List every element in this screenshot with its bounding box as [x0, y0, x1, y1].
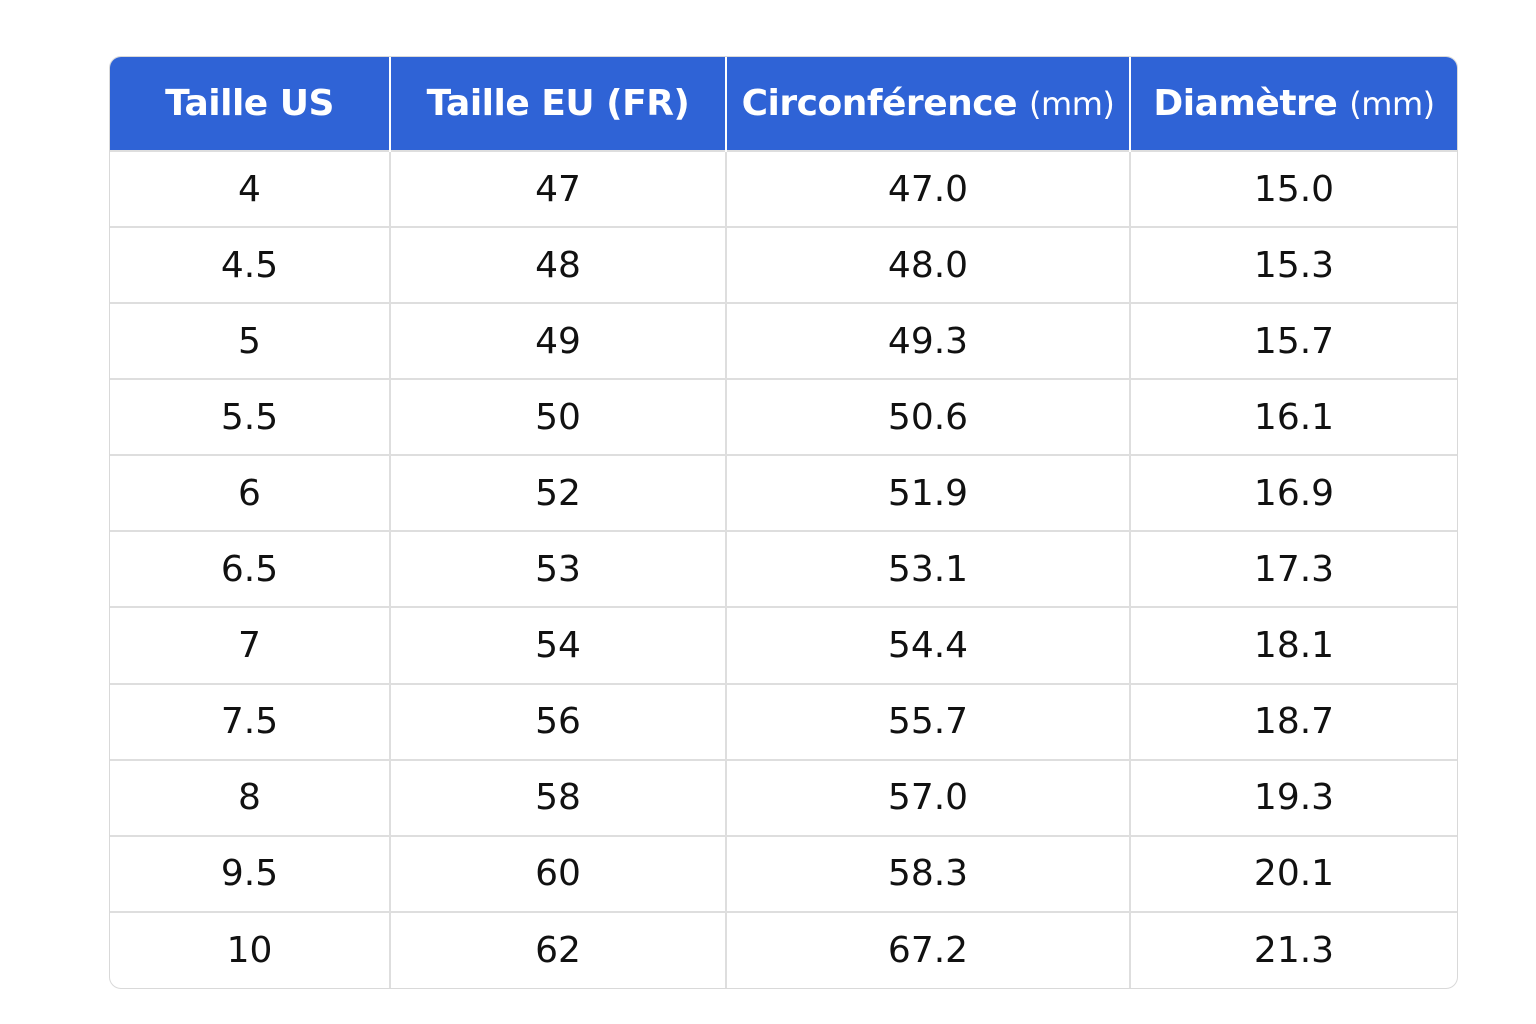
table-row: 4.5 48 48.0 15.3	[110, 226, 1457, 304]
cell-circumference: 50.6	[726, 378, 1131, 456]
header-us-size-label: Taille US	[165, 83, 334, 124]
cell-diameter: 17.3	[1130, 530, 1457, 608]
header-row: Taille US Taille EU (FR) Circonférence (…	[110, 57, 1457, 151]
cell-circumference: 57.0	[726, 758, 1131, 836]
cell-us-size: 10	[110, 910, 391, 988]
cell-eu-size: 54	[390, 606, 727, 684]
table-header: Taille US Taille EU (FR) Circonférence (…	[110, 57, 1457, 151]
cell-us-size: 5	[110, 302, 391, 380]
header-diameter-label: Diamètre	[1153, 83, 1338, 124]
header-diameter: Diamètre (mm)	[1130, 57, 1457, 151]
cell-circumference: 48.0	[726, 226, 1131, 304]
table-row: 4 47 47.0 15.0	[110, 149, 1457, 228]
cell-us-size: 6.5	[110, 530, 391, 608]
header-circumference-label: Circonférence	[741, 83, 1018, 124]
cell-diameter: 16.1	[1130, 378, 1457, 456]
cell-us-size: 7.5	[110, 682, 391, 760]
cell-us-size: 4	[110, 149, 391, 228]
cell-us-size: 8	[110, 758, 391, 836]
cell-diameter: 16.9	[1130, 454, 1457, 532]
cell-eu-size: 56	[390, 682, 727, 760]
cell-eu-size: 60	[390, 834, 727, 912]
cell-circumference: 51.9	[726, 454, 1131, 532]
cell-eu-size: 47	[390, 149, 727, 228]
cell-circumference: 67.2	[726, 910, 1131, 988]
header-diameter-unit: (mm)	[1349, 85, 1435, 123]
cell-diameter: 20.1	[1130, 834, 1457, 912]
cell-us-size: 4.5	[110, 226, 391, 304]
cell-eu-size: 62	[390, 910, 727, 988]
cell-circumference: 54.4	[726, 606, 1131, 684]
cell-eu-size: 50	[390, 378, 727, 456]
cell-circumference: 47.0	[726, 149, 1131, 228]
cell-us-size: 6	[110, 454, 391, 532]
table-row: 6 52 51.9 16.9	[110, 454, 1457, 532]
header-circumference: Circonférence (mm)	[726, 57, 1131, 151]
cell-circumference: 58.3	[726, 834, 1131, 912]
header-circumference-unit: (mm)	[1029, 85, 1115, 123]
cell-eu-size: 48	[390, 226, 727, 304]
cell-eu-size: 49	[390, 302, 727, 380]
cell-diameter: 15.7	[1130, 302, 1457, 380]
cell-circumference: 53.1	[726, 530, 1131, 608]
table-row: 7.5 56 55.7 18.7	[110, 682, 1457, 760]
header-eu-size-label: Taille EU (FR)	[426, 83, 690, 124]
cell-diameter: 19.3	[1130, 758, 1457, 836]
table-row: 5.5 50 50.6 16.1	[110, 378, 1457, 456]
table-row: 5 49 49.3 15.7	[110, 302, 1457, 380]
cell-diameter: 15.3	[1130, 226, 1457, 304]
cell-diameter: 15.0	[1130, 149, 1457, 228]
cell-circumference: 49.3	[726, 302, 1131, 380]
table-row: 7 54 54.4 18.1	[110, 606, 1457, 684]
header-us-size: Taille US	[110, 57, 391, 151]
table-row: 8 58 57.0 19.3	[110, 758, 1457, 836]
cell-us-size: 7	[110, 606, 391, 684]
cell-eu-size: 53	[390, 530, 727, 608]
cell-diameter: 21.3	[1130, 910, 1457, 988]
cell-us-size: 5.5	[110, 378, 391, 456]
ring-size-table: Taille US Taille EU (FR) Circonférence (…	[110, 57, 1457, 988]
ring-size-table-container: Taille US Taille EU (FR) Circonférence (…	[109, 56, 1458, 989]
cell-us-size: 9.5	[110, 834, 391, 912]
table-row: 6.5 53 53.1 17.3	[110, 530, 1457, 608]
cell-circumference: 55.7	[726, 682, 1131, 760]
table-row: 10 62 67.2 21.3	[110, 910, 1457, 988]
cell-eu-size: 58	[390, 758, 727, 836]
table-row: 9.5 60 58.3 20.1	[110, 834, 1457, 912]
header-eu-size: Taille EU (FR)	[390, 57, 727, 151]
cell-diameter: 18.1	[1130, 606, 1457, 684]
table-body: 4 47 47.0 15.0 4.5 48 48.0 15.3 5 49 49.…	[110, 149, 1457, 988]
cell-eu-size: 52	[390, 454, 727, 532]
cell-diameter: 18.7	[1130, 682, 1457, 760]
